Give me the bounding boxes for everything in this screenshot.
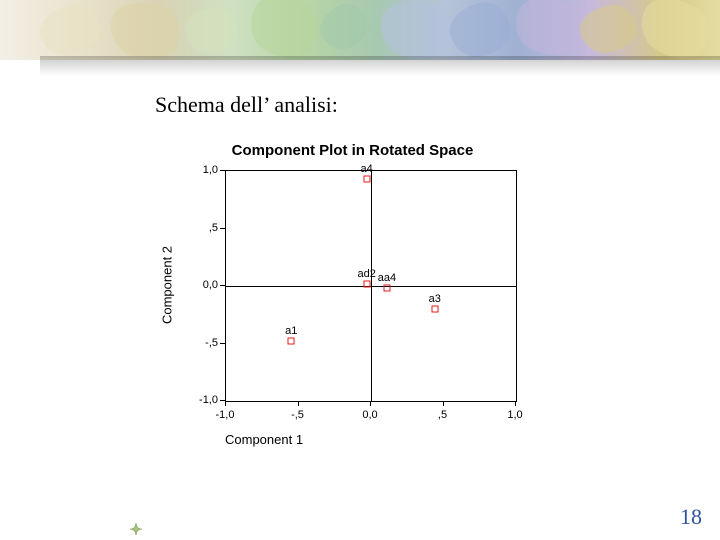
- x-axis-title: Component 1: [225, 432, 515, 447]
- data-point-label: aa4: [378, 272, 396, 284]
- y-tick: [220, 400, 225, 401]
- data-point: [363, 176, 370, 183]
- data-point: [431, 306, 438, 313]
- component-plot: Component Plot in Rotated Space a1 ad2aa4…: [170, 142, 535, 462]
- y-tick-label: 1,0: [170, 164, 218, 176]
- y-tick: [220, 170, 225, 171]
- slide: { "slide": { "heading": "Schema dell’ an…: [0, 0, 720, 540]
- x-tick: [298, 401, 299, 406]
- chart-title: Component Plot in Rotated Space: [170, 142, 535, 159]
- x-tick: [443, 401, 444, 406]
- banner-shadow: [40, 56, 720, 76]
- data-point-label: a4: [361, 163, 373, 175]
- x-tick-label: 1,0: [507, 409, 522, 421]
- x-tick: [370, 401, 371, 406]
- bullet-icon: [130, 522, 142, 534]
- y-tick-label: -,5: [170, 337, 218, 349]
- data-point-label: ad2: [357, 268, 375, 280]
- x-tick-label: -,5: [291, 409, 304, 421]
- decorative-banner: [0, 0, 720, 60]
- x-tick-label: ,5: [438, 409, 447, 421]
- slide-heading: Schema dell’ analisi:: [155, 92, 338, 118]
- data-point-label: a1: [285, 325, 297, 337]
- y-tick: [220, 343, 225, 344]
- zero-line-v: [371, 171, 372, 401]
- data-point: [288, 338, 295, 345]
- x-tick-label: -1,0: [216, 409, 235, 421]
- y-tick: [220, 228, 225, 229]
- data-point: [383, 285, 390, 292]
- x-tick: [225, 401, 226, 406]
- data-point: [363, 280, 370, 287]
- y-tick-label: ,5: [170, 222, 218, 234]
- page-number: 18: [680, 504, 702, 530]
- y-tick-label: 0,0: [170, 279, 218, 291]
- plot-area: a1ad2aa4a3a4: [225, 170, 517, 402]
- y-tick-label: -1,0: [170, 394, 218, 406]
- y-tick: [220, 285, 225, 286]
- x-tick-label: 0,0: [362, 409, 377, 421]
- data-point-label: a3: [429, 293, 441, 305]
- x-tick: [515, 401, 516, 406]
